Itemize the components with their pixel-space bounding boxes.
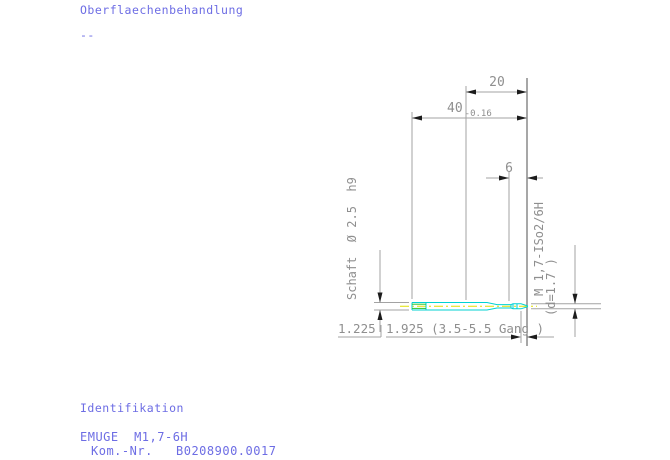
part-outline: [411, 302, 529, 311]
kom-nr-value: B0208900.0017: [176, 444, 277, 458]
dim-6-label: 6: [505, 161, 513, 176]
dim-20-label: 20: [489, 75, 505, 90]
dimension-20: [466, 89, 527, 95]
dimension-40: [412, 115, 527, 121]
diameter-dim-thread: [572, 245, 578, 337]
dimension-6: [486, 175, 543, 181]
surface-treatment-label: Oberflaechenbehandlung: [80, 3, 244, 17]
square-section: [412, 303, 426, 309]
dim-40-tolerance: -0.16: [464, 109, 492, 119]
bottom-leader-dim: [338, 325, 554, 340]
product-name: EMUGE M1,7-6H: [80, 430, 189, 444]
surface-treatment-value: --: [80, 28, 95, 42]
kom-nr-label: Kom.-Nr.: [91, 444, 153, 458]
dim-40-value: 40: [447, 101, 463, 116]
lead-dim-1-label: 1.225: [338, 321, 376, 336]
lead-dim-2-label: 1.925 (3.5-5.5 Gang ): [386, 321, 545, 336]
extension-lines: [374, 86, 601, 343]
thread-diameter-label: (d=1.7 ): [544, 258, 558, 316]
shaft-diameter-label: Schaft Ø 2.5 h9: [345, 177, 359, 300]
identification-label: Identifikation: [80, 401, 184, 415]
diameter-dim-shaft: [377, 250, 383, 332]
dim-40-label: 40 -0.16: [447, 101, 492, 119]
